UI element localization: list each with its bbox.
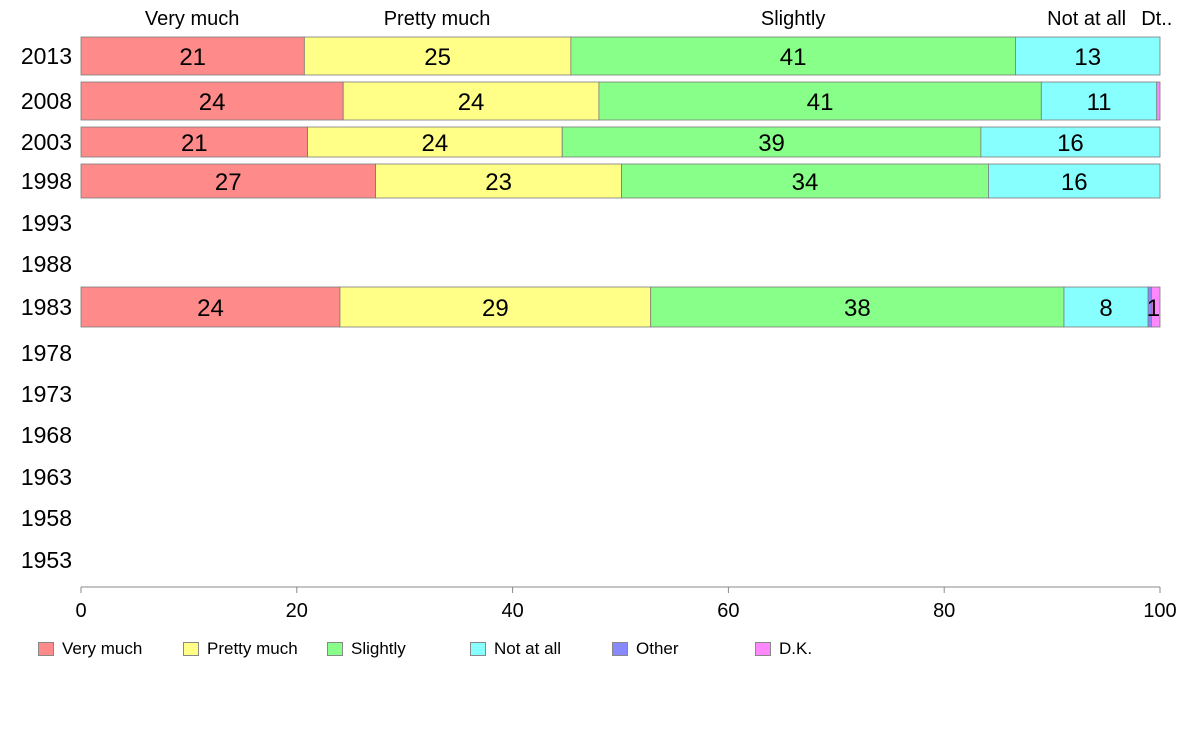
bar-1998-pretty-much bbox=[375, 163, 622, 199]
year-label-1968: 1968 bbox=[21, 422, 72, 448]
data-label-2008-slightly: 41 bbox=[807, 89, 834, 116]
data-label-1983-not-at-all: 8 bbox=[1099, 295, 1112, 322]
data-label-2013-not-at-all: 13 bbox=[1074, 44, 1101, 71]
legend-swatch-slightly bbox=[327, 642, 343, 656]
data-label-1983-very-much: 24 bbox=[197, 295, 224, 322]
legend-item-pretty-much: Pretty much bbox=[183, 639, 298, 659]
bar-2008-d-k bbox=[1156, 81, 1161, 121]
x-axis: 0 20 40 60 80 100 bbox=[75, 586, 1177, 622]
bar-2008-pretty-much bbox=[342, 81, 600, 121]
legend-label-slightly: Slightly bbox=[351, 639, 406, 658]
bar-2008-very-much bbox=[80, 81, 344, 121]
data-label-2013-very-much: 21 bbox=[179, 44, 206, 71]
bar-1983-d-k bbox=[1150, 286, 1161, 328]
year-label-1993: 1993 bbox=[21, 210, 72, 236]
year-label-1963: 1963 bbox=[21, 464, 72, 490]
x-tick-label-60: 60 bbox=[717, 600, 739, 622]
legend-label-pretty-much: Pretty much bbox=[207, 639, 298, 658]
legend-swatch-not-at-all bbox=[470, 642, 486, 656]
year-label-2013: 2013 bbox=[21, 43, 72, 69]
legend-swatch-pretty-much bbox=[183, 642, 199, 656]
data-label-1998-pretty-much: 23 bbox=[485, 169, 512, 196]
data-label-1983-slightly: 38 bbox=[844, 295, 871, 322]
data-label-2013-slightly: 41 bbox=[780, 44, 807, 71]
legend-label-other: Other bbox=[636, 639, 679, 658]
data-label-2008-very-much: 24 bbox=[199, 89, 226, 116]
year-label-1988: 1988 bbox=[21, 251, 72, 277]
year-label-1953: 1953 bbox=[21, 547, 72, 573]
data-label-2008-not-at-all: 11 bbox=[1087, 89, 1112, 116]
x-tick-label-20: 20 bbox=[286, 600, 308, 622]
bar-1998-not-at-all bbox=[988, 163, 1161, 199]
header-label-not-at-all: Not at all bbox=[1047, 8, 1126, 30]
data-label-2008-pretty-much: 24 bbox=[458, 89, 485, 116]
header-label-very-much: Very much bbox=[145, 8, 239, 30]
data-label-1983-pretty-much: 29 bbox=[482, 295, 509, 322]
bar-1983-slightly bbox=[650, 286, 1065, 328]
bar-2013-not-at-all bbox=[1015, 36, 1161, 76]
bar-2003-very-much bbox=[80, 126, 308, 158]
data-label-1983-d-k: 1 bbox=[1147, 295, 1160, 322]
bar-2003-not-at-all bbox=[980, 126, 1161, 158]
legend-swatch-very-much bbox=[38, 642, 54, 656]
bar-2008-slightly bbox=[598, 81, 1042, 121]
year-label-1973: 1973 bbox=[21, 381, 72, 407]
header-label-dt: Dt.. bbox=[1141, 8, 1172, 30]
header-label-pretty-much: Pretty much bbox=[384, 8, 491, 30]
bar-1983-pretty-much bbox=[339, 286, 652, 328]
legend-label-very-much: Very much bbox=[62, 639, 143, 658]
year-label-1978: 1978 bbox=[21, 340, 72, 366]
year-label-1983: 1983 bbox=[21, 294, 72, 320]
legend: Very much Pretty much Slightly Not at all Ot… bbox=[38, 639, 1138, 663]
bar-2003-pretty-much bbox=[307, 126, 563, 158]
x-tick-label-0: 0 bbox=[75, 600, 86, 622]
legend-item-slightly: Slightly bbox=[327, 639, 406, 659]
bar-2013-pretty-much bbox=[303, 36, 572, 76]
legend-swatch-other bbox=[612, 642, 628, 656]
bar-2008-not-at-all bbox=[1040, 81, 1158, 121]
year-label-2008: 2008 bbox=[21, 88, 72, 114]
data-label-2003-not-at-all: 16 bbox=[1057, 130, 1084, 157]
legend-item-other: Other bbox=[612, 639, 679, 659]
data-label-1998-very-much: 27 bbox=[215, 169, 242, 196]
legend-item-not-at-all: Not at all bbox=[470, 639, 561, 659]
category-header-labels: Very much Pretty much Slightly Not at all Dt… bbox=[145, 8, 1172, 30]
year-axis-labels: 2013 2008 2003 1998 1993 1988 1983 1978 1973 1968… bbox=[21, 43, 72, 573]
year-label-1998: 1998 bbox=[21, 168, 72, 194]
legend-label-not-at-all: Not at all bbox=[494, 639, 562, 658]
bar-1998-very-much bbox=[80, 163, 376, 199]
x-tick-label-100: 100 bbox=[1143, 600, 1176, 622]
data-label-1998-slightly: 34 bbox=[792, 169, 819, 196]
legend-swatch-d-k bbox=[755, 642, 771, 656]
data-label-1998-not-at-all: 16 bbox=[1061, 169, 1088, 196]
data-label-2013-pretty-much: 25 bbox=[424, 44, 451, 71]
bars-group: 21 25 41 13 24 24 41 11 21 24 39 16 27 23 34 16 24 29 38 8 1 bbox=[80, 36, 1161, 328]
bar-2013-very-much bbox=[80, 36, 305, 76]
legend-label-d-k: D.K. bbox=[779, 639, 813, 658]
data-label-2003-slightly: 39 bbox=[758, 130, 785, 157]
bar-1983-not-at-all bbox=[1063, 286, 1149, 328]
data-label-2003-very-much: 21 bbox=[181, 130, 208, 157]
header-label-slightly: Slightly bbox=[761, 8, 825, 30]
data-label-2003-pretty-much: 24 bbox=[422, 130, 449, 157]
x-tick-label-80: 80 bbox=[933, 600, 955, 622]
bar-1983-very-much bbox=[80, 286, 341, 328]
x-tick-label-40: 40 bbox=[501, 600, 523, 622]
bar-2013-slightly bbox=[570, 36, 1016, 76]
legend-item-d-k: D.K. bbox=[755, 639, 812, 659]
year-label-2003: 2003 bbox=[21, 129, 72, 155]
year-label-1958: 1958 bbox=[21, 505, 72, 531]
legend-item-very-much: Very much bbox=[38, 639, 142, 659]
